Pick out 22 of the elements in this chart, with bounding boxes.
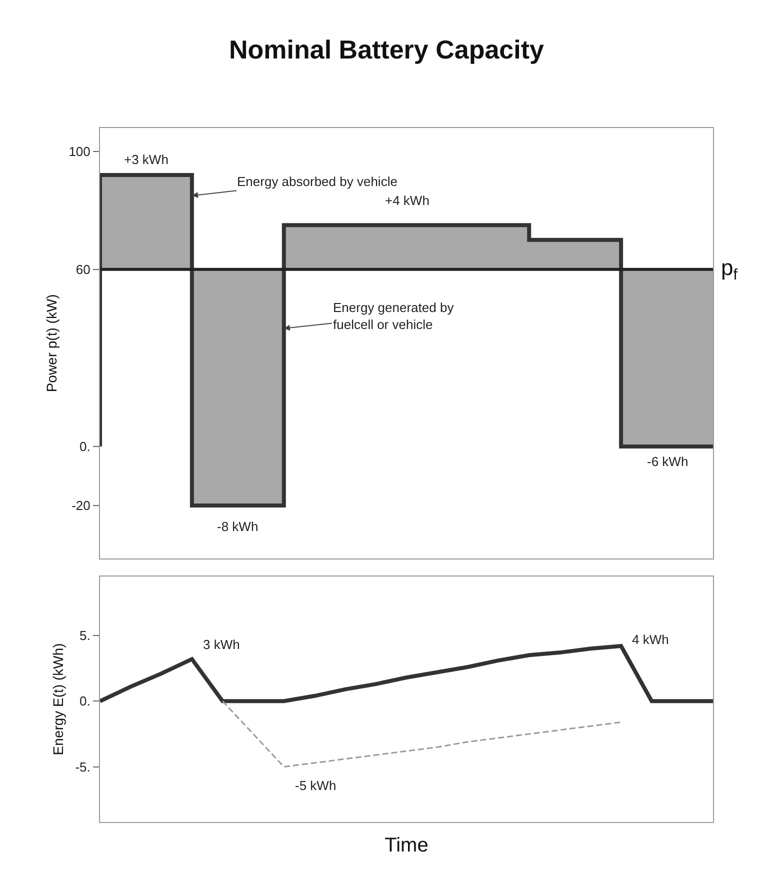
x-axis-title: Time	[384, 834, 428, 856]
chart-title: Nominal Battery Capacity	[229, 34, 545, 64]
y-tick-label: -20	[72, 498, 90, 513]
annotation: Energy generated by fuelcell or vehicle	[333, 300, 454, 332]
line-series	[222, 700, 622, 768]
y-tick-label: 0.	[80, 694, 90, 709]
annotation: 4 kWh	[632, 632, 669, 647]
y-axis-title: Power p(t) (kW)	[43, 294, 60, 392]
ref-line-label: p$_{f}$	[721, 255, 738, 284]
y-tick-label: 60	[76, 262, 90, 277]
annotation: -5 kWh	[295, 778, 336, 793]
annotation: -8 kWh	[217, 519, 258, 534]
y-tick-label: -5.	[75, 759, 90, 774]
annotation: +3 kWh	[124, 152, 168, 167]
annotation: -6 kWh	[647, 454, 688, 469]
y-tick-label: 5.	[80, 628, 90, 644]
annotation: +4 kWh	[385, 193, 430, 208]
y-tick-label: 100	[68, 144, 90, 159]
y-axis-title: Energy E(t) (kWh)	[50, 643, 66, 756]
annotation: Energy absorbed by vehicle	[237, 174, 398, 189]
annotation: 3 kWh	[203, 637, 240, 652]
y-tick-label: 0.	[80, 438, 90, 454]
